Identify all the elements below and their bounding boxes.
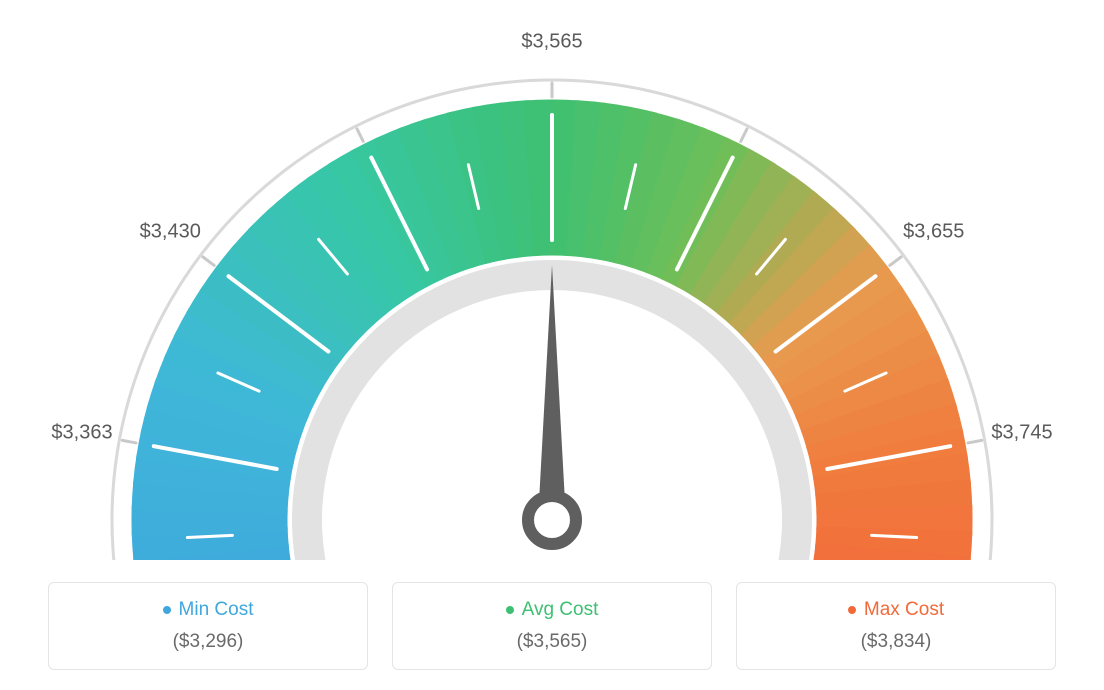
- legend-title-avg: Avg Cost: [506, 599, 599, 621]
- gauge-svg: [0, 0, 1104, 560]
- legend-card-max: Max Cost ($3,834): [736, 582, 1056, 670]
- legend-card-min: Min Cost ($3,296): [48, 582, 368, 670]
- gauge-tick-label: $3,430: [140, 221, 201, 244]
- legend-value-avg: ($3,565): [405, 631, 699, 653]
- gauge-tick-label: $3,655: [903, 221, 964, 244]
- legend-label-avg: Avg Cost: [522, 599, 599, 621]
- gauge-chart: $3,296$3,363$3,430$3,565$3,655$3,745$3,8…: [0, 0, 1104, 560]
- legend-label-max: Max Cost: [864, 599, 944, 621]
- legend-card-avg: Avg Cost ($3,565): [392, 582, 712, 670]
- gauge-tick-label: $3,565: [521, 31, 582, 54]
- legend-dot-avg: [506, 606, 514, 614]
- gauge-tick-label: $3,745: [991, 421, 1052, 444]
- legend-title-min: Min Cost: [163, 599, 254, 621]
- legend-value-min: ($3,296): [61, 631, 355, 653]
- gauge-tick-label: $3,363: [51, 421, 112, 444]
- legend-dot-max: [848, 606, 856, 614]
- legend-row: Min Cost ($3,296) Avg Cost ($3,565) Max …: [0, 582, 1104, 670]
- legend-label-min: Min Cost: [179, 599, 254, 621]
- legend-dot-min: [163, 606, 171, 614]
- legend-title-max: Max Cost: [848, 599, 944, 621]
- legend-value-max: ($3,834): [749, 631, 1043, 653]
